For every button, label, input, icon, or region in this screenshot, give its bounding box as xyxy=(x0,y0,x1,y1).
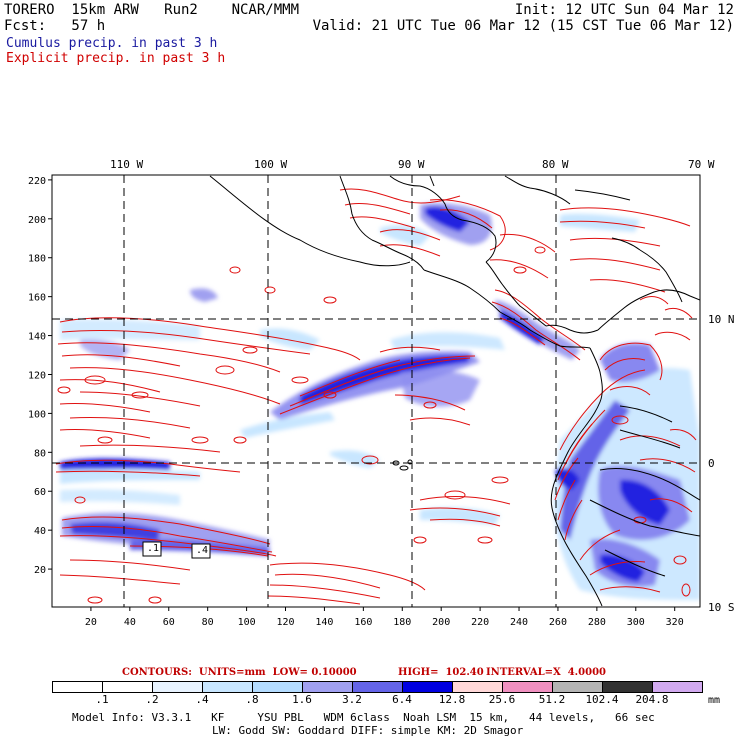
lon-label: 80 W xyxy=(542,158,569,171)
colorbar-label: 1.6 xyxy=(292,693,312,706)
y-tick-label: 20 xyxy=(34,565,46,576)
model-info: Model Info: V3.3.1 KF YSU PBL WDM 6class… xyxy=(72,711,655,724)
contour-high: HIGH= 102.40 xyxy=(398,667,484,678)
x-tick-label: 60 xyxy=(163,617,175,628)
x-tick-label: 280 xyxy=(588,617,606,628)
contour-label-boxes xyxy=(142,541,211,559)
cumulus-shading xyxy=(60,203,700,600)
lat-label: 0 xyxy=(708,457,715,470)
map-box-label: .1 xyxy=(147,543,160,554)
colorbar-label: 3.2 xyxy=(342,693,362,706)
lat-lon-grid xyxy=(52,175,700,607)
x-tick-label: 100 xyxy=(238,617,256,628)
x-tick-label: 160 xyxy=(354,617,372,628)
legend-cumulus: Cumulus precip. in past 3 h xyxy=(6,36,218,51)
x-tick-label: 320 xyxy=(666,617,684,628)
y-tick-label: 140 xyxy=(28,332,46,343)
colorbar-swatch xyxy=(302,681,353,693)
colorbar-label: .4 xyxy=(195,693,209,706)
x-tick-label: 80 xyxy=(202,617,214,628)
colorbar-swatch xyxy=(202,681,253,693)
lon-label: 90 W xyxy=(398,158,425,171)
colorbar-label: 204.8 xyxy=(635,693,669,706)
forecast-hour: Fcst: 57 h xyxy=(4,18,106,34)
lat-label: 10 S xyxy=(708,601,735,614)
x-tick-label: 180 xyxy=(393,617,411,628)
contour-interval: INTERVAL=X 4.0000 xyxy=(486,667,606,678)
colorbar-label: 12.8 xyxy=(438,693,466,706)
colorbar-swatch xyxy=(252,681,303,693)
y-tick-label: 160 xyxy=(28,293,46,304)
x-tick-label: 140 xyxy=(315,617,333,628)
lon-label: 110 W xyxy=(110,158,144,171)
colorbar-swatch xyxy=(652,681,703,693)
x-tick-label: 120 xyxy=(276,617,294,628)
x-tick-label: 260 xyxy=(549,617,567,628)
galapagos-islands xyxy=(392,459,413,471)
colorbar-swatch xyxy=(402,681,453,693)
colorbar-label: .1 xyxy=(95,693,109,706)
y-tick-label: 60 xyxy=(34,487,46,498)
colorbar-swatch xyxy=(152,681,203,693)
y-tick-label: 80 xyxy=(34,448,46,459)
colorbar-label: .8 xyxy=(245,693,259,706)
colorbar-swatch xyxy=(602,681,653,693)
legend-explicit: Explicit precip. in past 3 h xyxy=(6,51,226,66)
colorbar-swatch xyxy=(552,681,603,693)
y-tick-label: 220 xyxy=(28,176,46,187)
lon-label: 100 W xyxy=(254,158,288,171)
lon-label: 70 W xyxy=(688,158,715,171)
x-tick-label: 300 xyxy=(627,617,645,628)
coastlines xyxy=(209,175,700,607)
colorbar-label: 25.6 xyxy=(488,693,516,706)
colorbar-swatch xyxy=(452,681,503,693)
physics-info: LW: Godd SW: Goddard DIFF: simple KM: 2D… xyxy=(212,724,524,737)
colorbar-swatch xyxy=(102,681,153,693)
colorbar-label: 6.4 xyxy=(392,693,412,706)
y-tick-label: 100 xyxy=(28,409,46,420)
y-tick-label: 200 xyxy=(28,215,46,226)
map-frame xyxy=(51,174,701,608)
explicit-contours xyxy=(55,188,697,605)
y-tick-label: 180 xyxy=(28,254,46,265)
x-tick-label: 220 xyxy=(471,617,489,628)
colorbar-label: .2 xyxy=(145,693,159,706)
lat-label: 10 N xyxy=(708,313,735,326)
x-tick-label: 200 xyxy=(432,617,450,628)
contour-info: CONTOURS: UNITS=mm LOW= 0.10000 xyxy=(122,667,357,678)
init-time: Init: 12 UTC Sun 04 Mar 12 xyxy=(514,2,734,18)
x-tick-label: 40 xyxy=(124,617,136,628)
colorbar-label: 51.2 xyxy=(538,693,566,706)
colorbar-swatch xyxy=(352,681,403,693)
y-tick-label: 120 xyxy=(28,370,46,381)
valid-time: Valid: 21 UTC Tue 06 Mar 12 (15 CST Tue … xyxy=(312,18,734,34)
explicit-contour-cells xyxy=(57,246,691,604)
colorbar-label: 102.4 xyxy=(585,693,619,706)
map-box-label: .4 xyxy=(196,545,209,556)
y-tick-label: 40 xyxy=(34,526,46,537)
model-title: TORERO 15km ARW Run2 NCAR/MMM xyxy=(4,2,300,18)
colorbar-unit: mm xyxy=(708,695,721,706)
colorbar-swatch xyxy=(502,681,553,693)
x-tick-label: 240 xyxy=(510,617,528,628)
x-tick-label: 20 xyxy=(85,617,97,628)
colorbar-swatch xyxy=(52,681,103,693)
